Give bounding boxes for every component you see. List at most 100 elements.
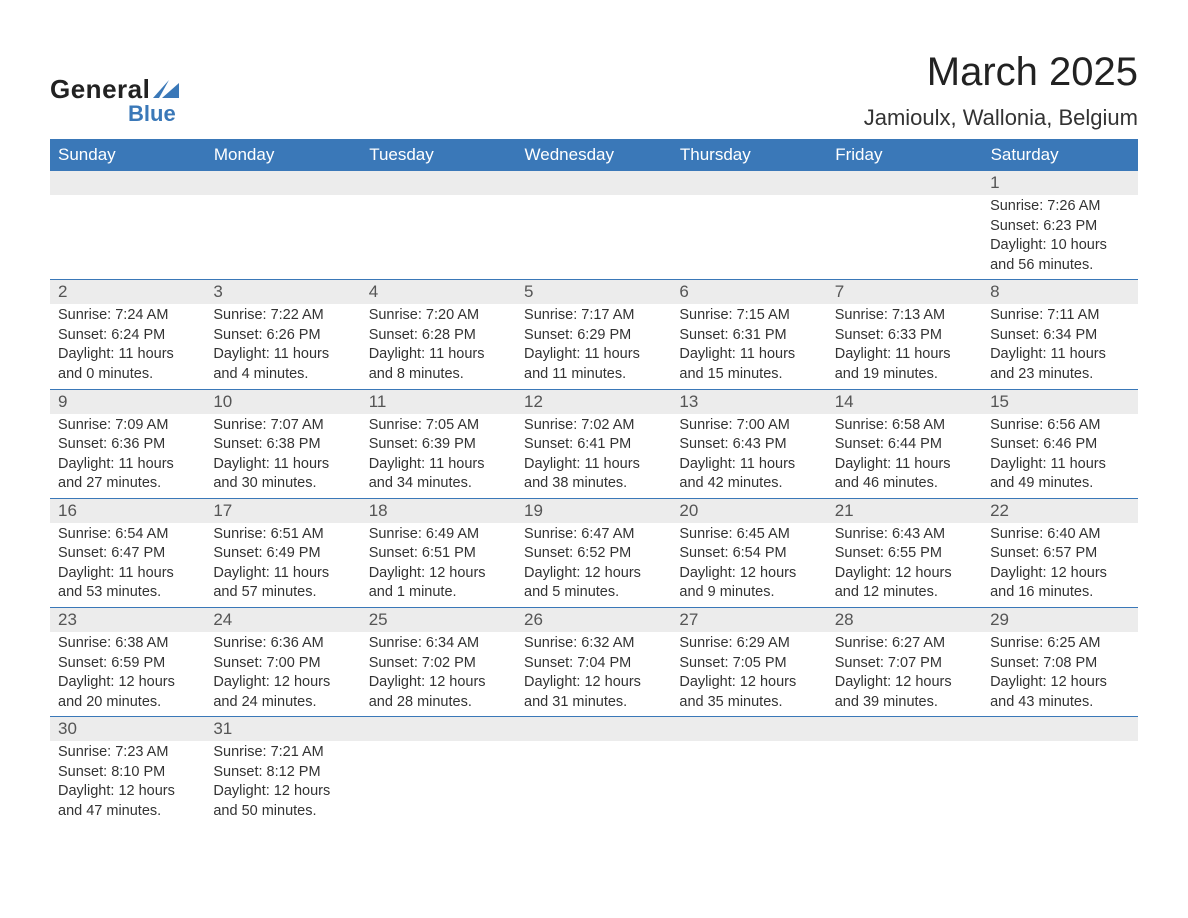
- day-number-row: 3031: [50, 717, 1138, 742]
- sunrise: Sunrise: 6:51 AM: [213, 525, 352, 545]
- daylight: Daylight: 12 hours and 9 minutes.: [679, 564, 818, 603]
- sunset: Sunset: 6:44 PM: [835, 435, 974, 455]
- day-number: [982, 717, 1137, 742]
- location: Jamioulx, Wallonia, Belgium: [864, 105, 1138, 131]
- day-number: [671, 717, 826, 742]
- day-cell: Sunrise: 7:20 AMSunset: 6:28 PMDaylight:…: [361, 304, 516, 389]
- day-data-row: Sunrise: 7:26 AMSunset: 6:23 PMDaylight:…: [50, 195, 1138, 280]
- day-number: 25: [361, 608, 516, 633]
- day-number: 11: [361, 389, 516, 414]
- daylight: Daylight: 12 hours and 28 minutes.: [369, 673, 508, 712]
- sunset: Sunset: 6:28 PM: [369, 326, 508, 346]
- sunset: Sunset: 7:02 PM: [369, 654, 508, 674]
- sunrise: Sunrise: 6:54 AM: [58, 525, 197, 545]
- sunrise: Sunrise: 7:26 AM: [990, 197, 1129, 217]
- day-cell: [671, 741, 826, 825]
- day-number: [205, 171, 360, 195]
- day-cell: Sunrise: 7:00 AMSunset: 6:43 PMDaylight:…: [671, 414, 826, 499]
- day-cell: [982, 741, 1137, 825]
- day-number: 3: [205, 280, 360, 305]
- sunrise: Sunrise: 7:13 AM: [835, 306, 974, 326]
- day-number: 1: [982, 171, 1137, 195]
- sunset: Sunset: 8:10 PM: [58, 763, 197, 783]
- day-number-row: 2345678: [50, 280, 1138, 305]
- day-number: 14: [827, 389, 982, 414]
- day-number: 15: [982, 389, 1137, 414]
- sunset: Sunset: 7:00 PM: [213, 654, 352, 674]
- daylight: Daylight: 11 hours and 19 minutes.: [835, 345, 974, 384]
- day-cell: Sunrise: 7:24 AMSunset: 6:24 PMDaylight:…: [50, 304, 205, 389]
- day-cell: Sunrise: 6:51 AMSunset: 6:49 PMDaylight:…: [205, 523, 360, 608]
- day-data-row: Sunrise: 6:54 AMSunset: 6:47 PMDaylight:…: [50, 523, 1138, 608]
- day-number: 22: [982, 498, 1137, 523]
- day-number-row: 23242526272829: [50, 608, 1138, 633]
- sunset: Sunset: 6:41 PM: [524, 435, 663, 455]
- day-number: 24: [205, 608, 360, 633]
- sunrise: Sunrise: 6:58 AM: [835, 416, 974, 436]
- day-cell: [516, 741, 671, 825]
- daylight: Daylight: 11 hours and 57 minutes.: [213, 564, 352, 603]
- day-number: 13: [671, 389, 826, 414]
- day-number: 27: [671, 608, 826, 633]
- day-data-row: Sunrise: 7:23 AMSunset: 8:10 PMDaylight:…: [50, 741, 1138, 825]
- day-number: 6: [671, 280, 826, 305]
- sunrise: Sunrise: 6:38 AM: [58, 634, 197, 654]
- sunrise: Sunrise: 7:17 AM: [524, 306, 663, 326]
- sunset: Sunset: 6:33 PM: [835, 326, 974, 346]
- day-cell: Sunrise: 7:15 AMSunset: 6:31 PMDaylight:…: [671, 304, 826, 389]
- day-number: [827, 717, 982, 742]
- day-number-row: 9101112131415: [50, 389, 1138, 414]
- day-number: [827, 171, 982, 195]
- day-number: 19: [516, 498, 671, 523]
- daylight: Daylight: 12 hours and 35 minutes.: [679, 673, 818, 712]
- daylight: Daylight: 11 hours and 53 minutes.: [58, 564, 197, 603]
- day-number: 28: [827, 608, 982, 633]
- day-cell: Sunrise: 6:49 AMSunset: 6:51 PMDaylight:…: [361, 523, 516, 608]
- daylight: Daylight: 11 hours and 49 minutes.: [990, 455, 1129, 494]
- day-number: [361, 171, 516, 195]
- day-number: [50, 171, 205, 195]
- day-data-row: Sunrise: 7:24 AMSunset: 6:24 PMDaylight:…: [50, 304, 1138, 389]
- sunrise: Sunrise: 6:45 AM: [679, 525, 818, 545]
- sunrise: Sunrise: 7:11 AM: [990, 306, 1129, 326]
- daylight: Daylight: 11 hours and 42 minutes.: [679, 455, 818, 494]
- day-cell: Sunrise: 6:56 AMSunset: 6:46 PMDaylight:…: [982, 414, 1137, 499]
- logo: General Blue: [50, 74, 179, 127]
- sunset: Sunset: 8:12 PM: [213, 763, 352, 783]
- daylight: Daylight: 10 hours and 56 minutes.: [990, 236, 1129, 275]
- sunrise: Sunrise: 7:07 AM: [213, 416, 352, 436]
- day-cell: Sunrise: 6:47 AMSunset: 6:52 PMDaylight:…: [516, 523, 671, 608]
- day-cell: Sunrise: 6:45 AMSunset: 6:54 PMDaylight:…: [671, 523, 826, 608]
- day-number: 18: [361, 498, 516, 523]
- day-number: 4: [361, 280, 516, 305]
- daylight: Daylight: 12 hours and 50 minutes.: [213, 782, 352, 821]
- sunset: Sunset: 7:04 PM: [524, 654, 663, 674]
- sunrise: Sunrise: 6:25 AM: [990, 634, 1129, 654]
- day-number: 12: [516, 389, 671, 414]
- day-number: 9: [50, 389, 205, 414]
- month-title: March 2025: [864, 50, 1138, 95]
- page-header: General Blue March 2025 Jamioulx, Wallon…: [50, 50, 1138, 131]
- sunset: Sunset: 6:26 PM: [213, 326, 352, 346]
- day-number: [516, 717, 671, 742]
- sunset: Sunset: 6:43 PM: [679, 435, 818, 455]
- day-data-row: Sunrise: 6:38 AMSunset: 6:59 PMDaylight:…: [50, 632, 1138, 717]
- calendar-table: Sunday Monday Tuesday Wednesday Thursday…: [50, 139, 1138, 826]
- daylight: Daylight: 12 hours and 24 minutes.: [213, 673, 352, 712]
- day-cell: Sunrise: 6:34 AMSunset: 7:02 PMDaylight:…: [361, 632, 516, 717]
- day-number: 7: [827, 280, 982, 305]
- sunset: Sunset: 6:55 PM: [835, 544, 974, 564]
- day-cell: Sunrise: 7:17 AMSunset: 6:29 PMDaylight:…: [516, 304, 671, 389]
- sunrise: Sunrise: 6:36 AM: [213, 634, 352, 654]
- day-header: Wednesday: [516, 139, 671, 171]
- day-number: 31: [205, 717, 360, 742]
- day-cell: [361, 741, 516, 825]
- day-cell: [671, 195, 826, 280]
- sunset: Sunset: 7:08 PM: [990, 654, 1129, 674]
- day-cell: [516, 195, 671, 280]
- day-cell: Sunrise: 6:38 AMSunset: 6:59 PMDaylight:…: [50, 632, 205, 717]
- sunrise: Sunrise: 7:05 AM: [369, 416, 508, 436]
- sunset: Sunset: 6:49 PM: [213, 544, 352, 564]
- sunrise: Sunrise: 7:20 AM: [369, 306, 508, 326]
- sunset: Sunset: 6:39 PM: [369, 435, 508, 455]
